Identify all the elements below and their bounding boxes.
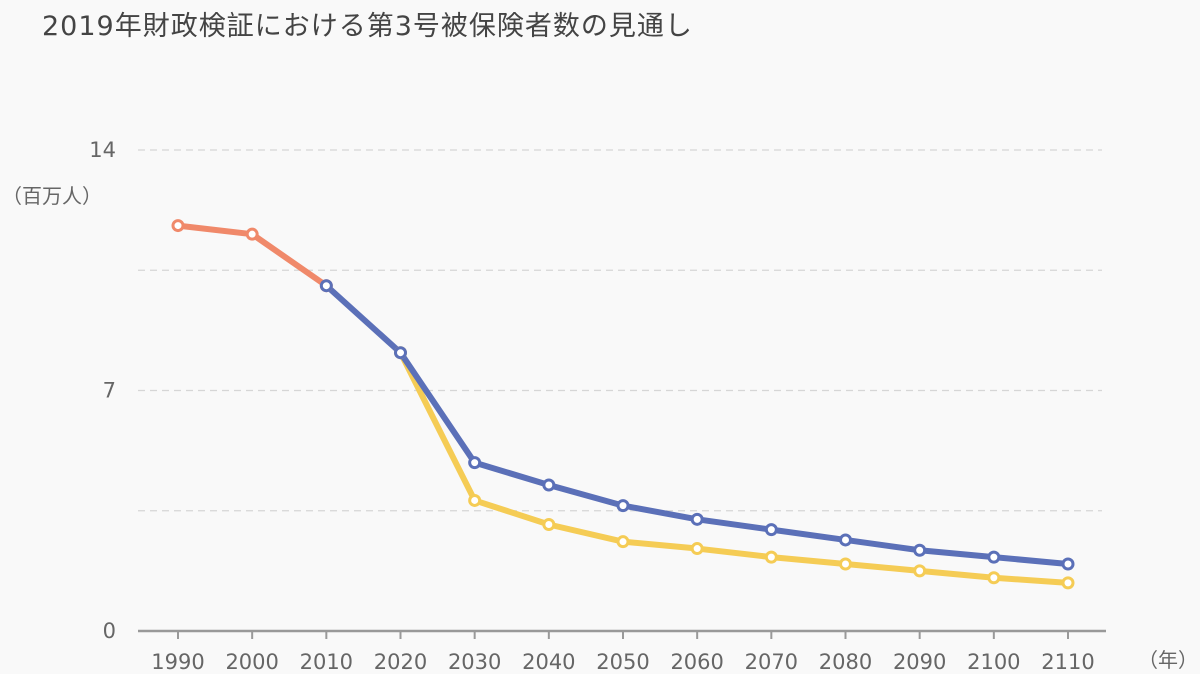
data-point <box>468 456 482 470</box>
data-point <box>913 543 927 557</box>
y-tick-label: 7 <box>103 379 116 403</box>
x-tick-label: 2060 <box>670 650 723 674</box>
data-point <box>319 279 333 293</box>
chart-title: 2019年財政検証における第3号被保険者数の見通し <box>42 11 693 42</box>
x-tick-label: 2010 <box>300 650 353 674</box>
x-tick-label: 2020 <box>374 650 427 674</box>
x-tick-label: 1990 <box>151 650 204 674</box>
y-axis-unit-label: （百万人） <box>2 184 102 208</box>
data-point <box>764 550 778 564</box>
data-point <box>690 542 704 556</box>
data-point <box>987 550 1001 564</box>
data-point <box>245 227 259 241</box>
data-point <box>764 523 778 537</box>
data-point <box>839 533 852 547</box>
y-tick-label: 0 <box>103 619 116 643</box>
data-point <box>690 512 704 526</box>
data-point <box>1061 576 1075 590</box>
data-point <box>616 499 630 513</box>
x-tick-label: 2040 <box>522 650 575 674</box>
y-tick-label: 14 <box>89 138 116 162</box>
data-point <box>171 219 185 233</box>
x-tick-label: 2100 <box>967 650 1020 674</box>
data-point <box>468 493 482 507</box>
data-point <box>542 478 556 492</box>
x-axis-unit-label: （年） <box>1138 648 1198 672</box>
data-point <box>616 535 630 549</box>
data-point <box>1061 557 1075 571</box>
x-tick-label: 2050 <box>596 650 649 674</box>
x-tick-label: 2090 <box>893 650 946 674</box>
data-point <box>839 557 852 571</box>
x-tick-label: 2080 <box>819 650 872 674</box>
data-point <box>394 346 407 360</box>
x-tick-label: 2000 <box>225 650 278 674</box>
data-point <box>987 571 1001 585</box>
series-line-3 <box>397 349 1071 586</box>
x-tick-label: 2070 <box>745 650 798 674</box>
data-point <box>913 564 927 578</box>
x-tick-label: 2030 <box>448 650 501 674</box>
data-point <box>542 517 556 531</box>
x-tick-label: 2110 <box>1041 650 1094 674</box>
